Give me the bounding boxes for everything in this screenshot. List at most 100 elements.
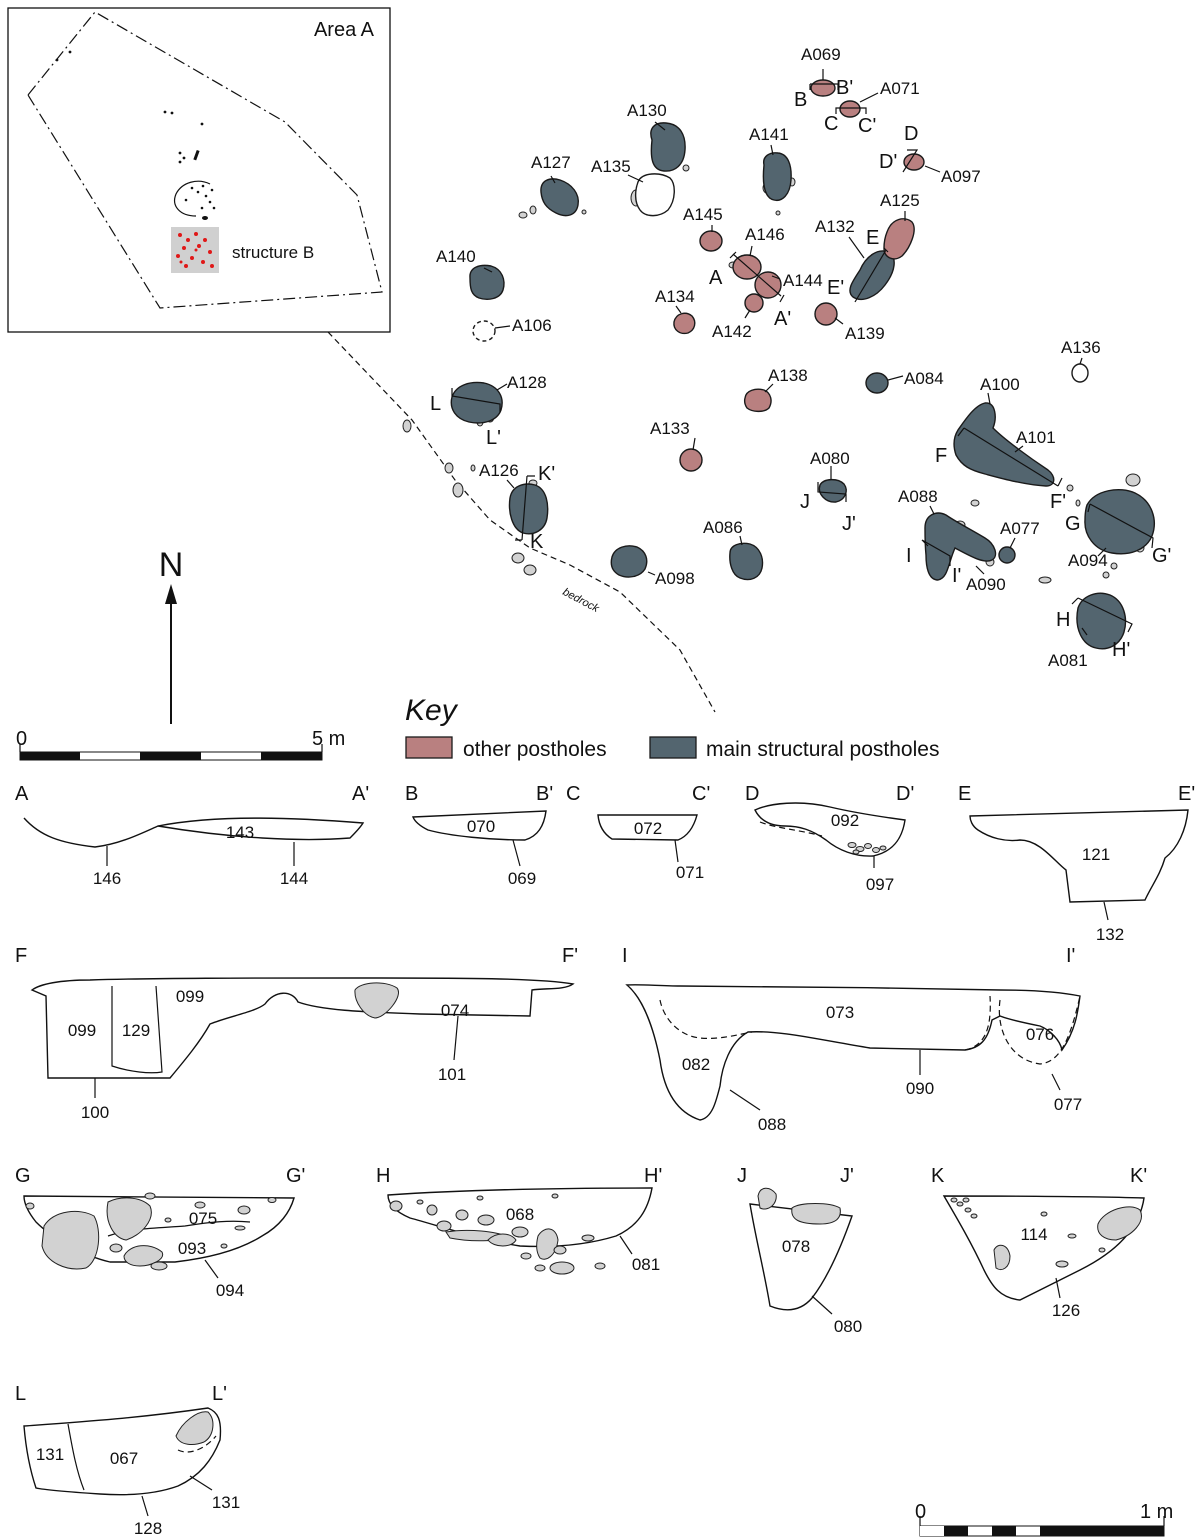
section-f-fill4: 074 [441,1001,469,1020]
section-l-fill2: 067 [110,1449,138,1468]
section-l-profile [23,1407,222,1496]
marker-d: D [904,123,918,145]
marker-g: G [1065,513,1081,535]
feature-label-a081: A081 [1048,651,1088,670]
marker-l-prime: L' [486,427,501,449]
feature-label-a086: A086 [703,518,743,537]
area-a-boundary [27,11,383,309]
plan-scale-end: 5 m [312,728,345,750]
feature-label-a100: A100 [980,375,1020,394]
feature-label-a145: A145 [683,205,723,224]
feature-label-a127: A127 [531,153,571,172]
section-k-start: K [931,1165,945,1187]
feature-label-a069: A069 [801,45,841,64]
plan-leader-lines [483,69,1107,636]
section-j: J J' 078 080 [737,1165,862,1336]
posthole-a094[interactable] [1084,489,1155,555]
section-k-cut: 126 [1052,1301,1080,1320]
marker-b: B [794,89,807,111]
section-j-end: J' [840,1165,854,1187]
section-a-end: A' [352,783,369,805]
marker-k: K [530,531,544,553]
section-d-start: D [745,783,759,805]
posthole-a086[interactable] [729,542,764,581]
section-e-profile [969,809,1189,903]
section-l-cut: 128 [134,1519,162,1537]
posthole-a077[interactable] [998,546,1016,564]
section-h-end: H' [644,1165,662,1187]
marker-b-prime: B' [836,77,853,99]
section-i-profile [625,984,1081,1121]
feature-label-a135: A135 [591,157,631,176]
section-g-end: G' [286,1165,305,1187]
posthole-a132[interactable] [849,250,895,301]
feature-label-a097: A097 [941,167,981,186]
posthole-a106[interactable] [472,320,496,342]
posthole-a071[interactable] [839,100,861,118]
legend-title: Key [405,694,459,727]
section-i-cut1: 088 [758,1115,786,1134]
posthole-a088-a090[interactable] [924,512,997,581]
feature-label-a090: A090 [966,575,1006,594]
posthole-a069[interactable] [810,79,836,97]
feature-label-a134: A134 [655,287,695,306]
section-h-cut: 081 [632,1255,660,1274]
posthole-a128[interactable] [450,381,503,424]
feature-label-a071: A071 [880,79,920,98]
section-k-fill: 114 [1020,1225,1047,1244]
posthole-a138[interactable] [743,388,772,413]
posthole-a081[interactable] [1076,592,1127,650]
posthole-a127[interactable] [540,178,579,217]
posthole-a134[interactable] [673,312,696,335]
section-g: G G' 075 093 094 [15,1165,305,1300]
section-h-profile [387,1187,653,1248]
section-i-fill3: 076 [1026,1025,1054,1044]
feature-label-a146: A146 [745,225,785,244]
feature-label-a126: A126 [479,461,519,480]
feature-label-a140: A140 [436,247,476,266]
marker-i-prime: I' [952,565,961,587]
section-c-start: C [566,783,580,805]
posthole-a126[interactable] [508,483,549,535]
posthole-a130[interactable] [650,122,686,172]
posthole-a080[interactable] [818,478,847,503]
posthole-a135[interactable] [634,173,675,217]
section-l-fill1: 131 [36,1445,64,1464]
posthole-a097[interactable] [903,153,925,171]
marker-d-prime: D' [879,151,897,173]
feature-label-a080: A080 [810,449,850,468]
section-f: F F' 099 129 099 074 100 101 [15,945,578,1122]
posthole-a145[interactable] [699,230,723,252]
feature-label-a084: A084 [904,369,944,388]
feature-label-a088: A088 [898,487,938,506]
posthole-a136[interactable] [1071,363,1089,383]
marker-a-prime: A' [774,308,791,330]
section-b: B B' 070 069 [405,783,553,888]
plan-scale-start: 0 [16,728,27,750]
inset-structure-label: structure B [232,243,314,262]
section-i-cut2: 090 [906,1079,934,1098]
legend-label-other: other postholes [463,738,607,761]
posthole-a139[interactable] [814,302,838,326]
section-e-start: E [958,783,971,805]
posthole-a084[interactable] [865,372,889,394]
posthole-a125[interactable] [883,218,915,260]
posthole-a142[interactable] [744,293,764,313]
posthole-a100-a101[interactable] [953,402,1055,487]
plan-feature-labels: A069 A071 A097 A125 A130 A141 A127 A135 … [436,45,1108,670]
section-b-fill: 070 [467,817,495,836]
section-d-stones [847,842,887,855]
posthole-a141[interactable] [762,152,792,202]
section-k-profile [942,1195,1145,1301]
feature-label-a094: A094 [1068,551,1108,570]
legend-label-main: main structural postholes [706,738,939,761]
posthole-a133[interactable] [679,448,703,472]
posthole-a098[interactable] [610,545,648,578]
feature-label-a130: A130 [627,101,667,120]
section-a-fill: 143 [226,823,254,842]
posthole-a140[interactable] [469,264,505,300]
section-k: K K' 114 126 [931,1165,1147,1320]
section-f-start: F [15,945,27,967]
section-f-cut1: 100 [81,1103,109,1122]
feature-label-a144: A144 [783,271,823,290]
